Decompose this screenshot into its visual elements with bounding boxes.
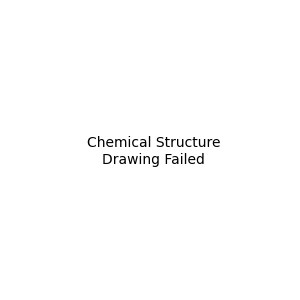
Text: Chemical Structure
Drawing Failed: Chemical Structure Drawing Failed [87,136,220,166]
